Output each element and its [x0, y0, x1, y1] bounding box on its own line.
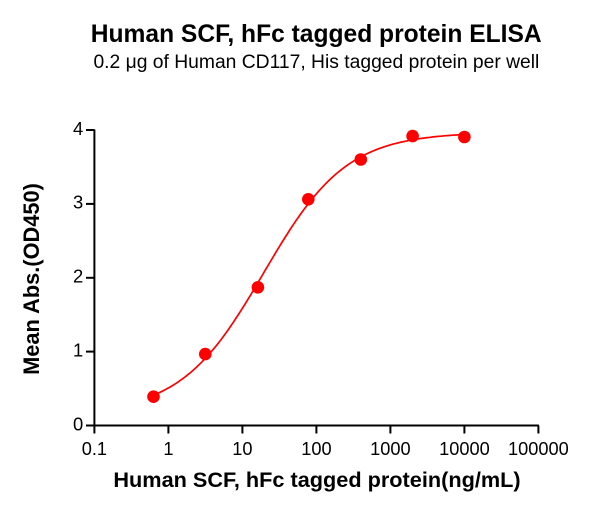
svg-text:Human SCF, hFc tagged protein(: Human SCF, hFc tagged protein(ng/mL) [113, 467, 520, 492]
svg-text:10000: 10000 [439, 439, 490, 459]
svg-text:2: 2 [73, 266, 83, 287]
svg-text:Mean Abs.(OD450): Mean Abs.(OD450) [19, 183, 44, 375]
svg-text:0.1: 0.1 [82, 439, 107, 459]
svg-text:0: 0 [73, 413, 83, 434]
svg-text:1: 1 [163, 439, 173, 459]
svg-text:Human SCF, hFc tagged protein: Human SCF, hFc tagged protein ELISA [91, 21, 542, 48]
svg-text:100: 100 [301, 439, 331, 459]
svg-text:10: 10 [232, 439, 252, 459]
svg-text:4: 4 [73, 118, 83, 139]
svg-text:1000: 1000 [370, 439, 410, 459]
svg-text:0.2 μg of Human CD117, His tag: 0.2 μg of Human CD117, His tagged protei… [93, 52, 539, 73]
svg-text:3: 3 [73, 192, 83, 213]
svg-text:100000: 100000 [508, 439, 569, 459]
svg-text:1: 1 [73, 339, 83, 360]
